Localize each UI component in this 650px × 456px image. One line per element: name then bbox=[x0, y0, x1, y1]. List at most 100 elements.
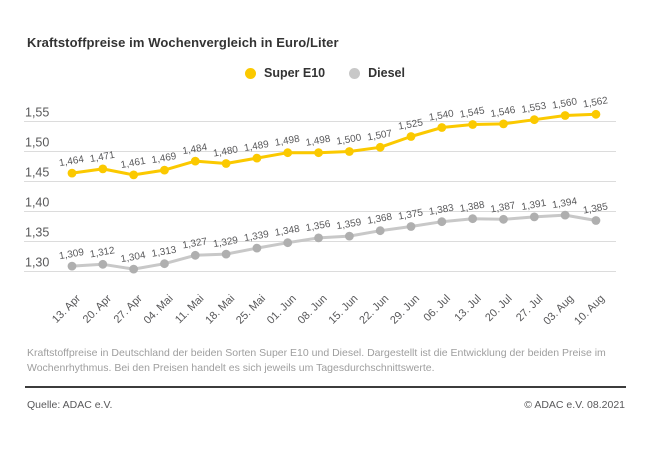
chart-title: Kraftstoffpreise im Wochenvergleich in E… bbox=[27, 35, 339, 50]
series-line-super-e10 bbox=[70, 112, 598, 177]
y-axis-tick-label: 1,50 bbox=[25, 136, 49, 150]
data-point-label: 1,368 bbox=[366, 212, 393, 227]
data-point-label: 1,383 bbox=[428, 203, 455, 218]
footer: Quelle: ADAC e.V. © ADAC e.V. 08.2021 bbox=[27, 399, 625, 411]
data-point bbox=[468, 214, 478, 224]
data-point bbox=[375, 226, 385, 236]
data-point-label: 1,498 bbox=[305, 134, 332, 149]
x-axis-tick-label: 20. Apr bbox=[81, 292, 114, 325]
data-point bbox=[221, 249, 231, 259]
super-e10-dot-icon bbox=[245, 67, 256, 79]
data-point-label: 1,461 bbox=[120, 156, 147, 171]
data-point-label: 1,545 bbox=[459, 105, 486, 120]
legend-label-diesel: Diesel bbox=[368, 66, 405, 80]
data-point bbox=[283, 238, 293, 248]
data-point bbox=[190, 156, 200, 166]
footnote-text: Kraftstoffpreise in Deutschland der beid… bbox=[27, 347, 606, 375]
data-point-label: 1,489 bbox=[243, 139, 270, 154]
data-point bbox=[283, 148, 293, 158]
data-point-label: 1,546 bbox=[490, 105, 517, 120]
data-point-label: 1,388 bbox=[459, 200, 486, 215]
data-point-label: 1,356 bbox=[305, 219, 332, 234]
data-point-label: 1,391 bbox=[521, 198, 548, 213]
x-axis-tick-label: 01. Jun bbox=[265, 293, 299, 327]
data-point bbox=[67, 168, 77, 178]
x-axis-tick-label: 11. Mai bbox=[173, 293, 206, 326]
copyright-text: © ADAC e.V. 08.2021 bbox=[524, 399, 625, 411]
data-point bbox=[560, 111, 570, 120]
data-point bbox=[468, 120, 478, 129]
data-point-label: 1,464 bbox=[58, 154, 85, 169]
x-axis-tick-label: 20. Jul bbox=[483, 293, 514, 324]
data-point-label: 1,507 bbox=[366, 128, 393, 143]
y-axis-tick-label: 1,35 bbox=[25, 226, 49, 240]
data-point bbox=[437, 217, 447, 227]
x-axis-tick-label: 29. Jun bbox=[388, 293, 422, 327]
x-axis-tick-label: 06. Jul bbox=[422, 293, 453, 324]
data-point bbox=[529, 212, 539, 222]
data-point-label: 1,471 bbox=[89, 150, 116, 165]
data-point-label: 1,359 bbox=[336, 217, 363, 232]
data-point-label: 1,525 bbox=[397, 117, 424, 132]
x-axis-tick-label: 15. Jun bbox=[326, 293, 360, 327]
data-point bbox=[160, 165, 169, 175]
data-point bbox=[98, 164, 108, 174]
data-point bbox=[591, 216, 601, 225]
y-axis-tick-label: 1,55 bbox=[25, 106, 49, 120]
data-point-label: 1,304 bbox=[120, 250, 147, 265]
legend-item-super-e10: Super E10 bbox=[245, 66, 325, 80]
data-point bbox=[529, 115, 539, 125]
data-point bbox=[499, 119, 508, 129]
diesel-dot-icon bbox=[349, 67, 361, 79]
data-point-label: 1,339 bbox=[243, 229, 270, 244]
data-point-label: 1,560 bbox=[551, 96, 578, 111]
data-point bbox=[437, 123, 447, 132]
data-point-label: 1,387 bbox=[490, 200, 517, 215]
y-axis-tick-label: 1,40 bbox=[25, 196, 49, 210]
x-axis-tick-label: 13. Jul bbox=[452, 293, 483, 324]
legend-label-super-e10: Super E10 bbox=[264, 66, 326, 80]
data-point-label: 1,329 bbox=[212, 235, 239, 250]
data-point bbox=[560, 210, 570, 220]
y-axis-tick-label: 1,45 bbox=[25, 166, 49, 180]
x-axis-tick-label: 03. Aug bbox=[541, 293, 576, 328]
data-point-label: 1,394 bbox=[551, 196, 578, 211]
series-line-diesel bbox=[70, 213, 598, 271]
data-point bbox=[252, 243, 262, 253]
data-point bbox=[129, 264, 139, 274]
data-point bbox=[190, 250, 200, 260]
data-point bbox=[314, 148, 323, 158]
data-point bbox=[375, 142, 385, 152]
x-axis-tick-label: 08. Jun bbox=[296, 293, 330, 327]
data-point bbox=[314, 233, 323, 243]
y-axis-tick-label: 1,30 bbox=[25, 256, 49, 270]
data-point-label: 1,313 bbox=[151, 245, 178, 260]
data-point-label: 1,540 bbox=[428, 108, 455, 123]
data-point-label: 1,312 bbox=[89, 245, 116, 260]
data-point bbox=[252, 153, 262, 163]
x-axis-tick-label: 22. Jun bbox=[357, 293, 391, 327]
data-point bbox=[160, 259, 169, 269]
data-point-label: 1,484 bbox=[182, 142, 209, 157]
x-axis-tick-label: 25. Mai bbox=[234, 293, 268, 327]
data-point-label: 1,498 bbox=[274, 134, 301, 149]
data-point bbox=[591, 109, 601, 119]
data-point-label: 1,553 bbox=[521, 101, 548, 116]
data-point-label: 1,500 bbox=[336, 132, 363, 147]
data-point-label: 1,385 bbox=[582, 201, 609, 216]
data-point bbox=[129, 170, 139, 180]
data-point bbox=[406, 222, 416, 231]
data-point bbox=[67, 261, 77, 271]
data-point-label: 1,348 bbox=[274, 224, 301, 239]
x-axis-tick-label: 27. Apr bbox=[112, 292, 145, 325]
data-point-label: 1,375 bbox=[397, 207, 424, 222]
x-axis-tick-label: 18. Mai bbox=[203, 293, 237, 327]
data-point bbox=[344, 231, 354, 241]
x-axis-tick-label: 04. Mai bbox=[142, 293, 176, 327]
legend-item-diesel: Diesel bbox=[349, 66, 405, 80]
data-point bbox=[221, 159, 231, 168]
data-point-label: 1,327 bbox=[182, 236, 209, 251]
data-point-label: 1,480 bbox=[212, 144, 239, 159]
